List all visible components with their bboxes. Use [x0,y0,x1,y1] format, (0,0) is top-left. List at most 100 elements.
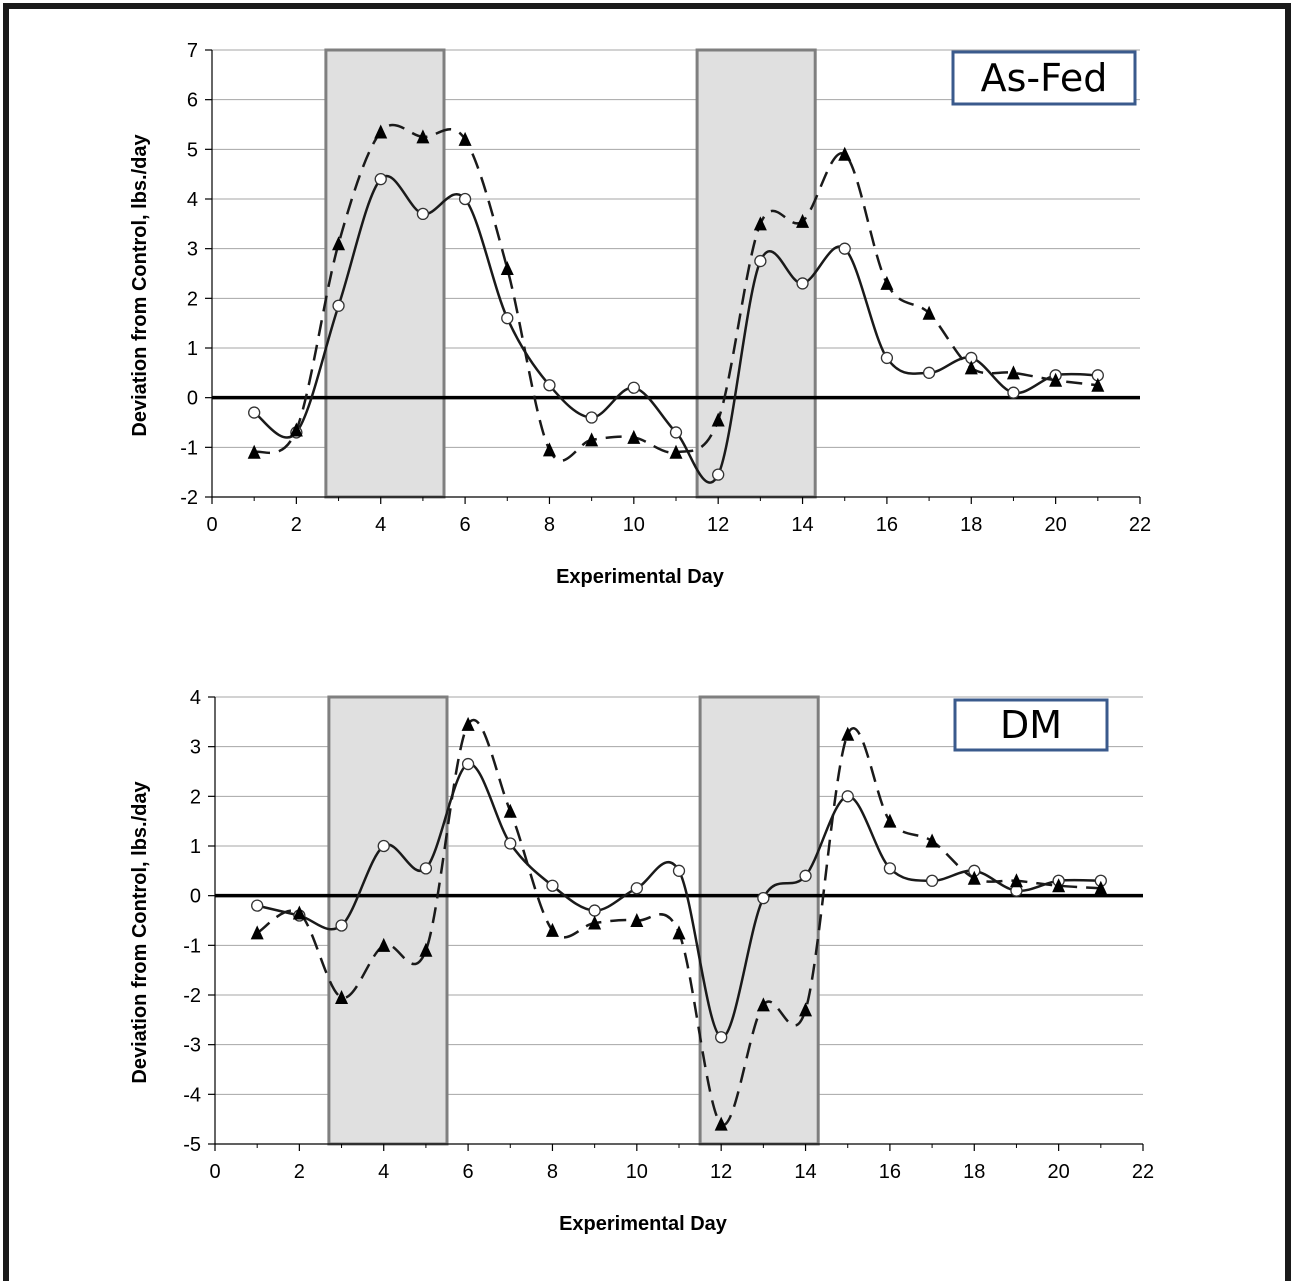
data-point-triangle [374,124,388,139]
data-point-circle [504,837,517,850]
x-tick-label: 8 [544,514,555,536]
x-axis-title: Experimental Day [556,566,725,588]
x-tick-label: 12 [707,514,729,536]
data-point-triangle [841,726,855,741]
data-point-circle [627,381,640,394]
x-tick-label: 14 [791,514,813,536]
data-point-circle [248,406,261,419]
data-point-triangle [1052,878,1066,893]
y-tick-label: 3 [187,239,198,261]
data-point-triangle [672,925,686,940]
data-point-circle [630,882,643,895]
data-point-triangle [500,261,514,276]
x-tick-label: 22 [1129,514,1151,536]
y-tick-label: -2 [183,985,201,1007]
figure-frame [3,3,1291,1281]
y-tick-label: -1 [183,935,201,957]
x-axis-title: Experimental Day [559,1213,728,1235]
x-tick-label: 2 [294,1161,305,1183]
x-tick-label: 10 [626,1161,648,1183]
data-point-circle [419,862,433,875]
data-point-circle [880,351,894,365]
panel-tag-label: DM [1000,703,1062,747]
data-point-circle [672,864,686,877]
data-point-circle [796,277,809,290]
data-point-triangle [1006,365,1020,380]
x-tick-label: 18 [963,1161,985,1183]
data-point-circle [585,411,598,424]
data-point-triangle [335,989,349,1004]
data-point-circle [757,892,770,905]
data-point-triangle [925,833,939,848]
data-point-circle [754,254,767,268]
data-point-circle [501,312,514,325]
data-point-circle [712,468,725,481]
data-point-triangle [838,146,852,161]
data-point-triangle [247,444,261,459]
data-point-triangle [964,360,978,375]
data-point-triangle [377,937,391,952]
data-point-circle [458,192,472,206]
y-axis-title: Deviation from Control, lbs./day [129,781,151,1084]
x-tick-label: 4 [375,514,386,536]
x-tick-label: 6 [463,1161,474,1183]
data-point-circle [374,172,387,186]
y-tick-label: -1 [180,437,198,459]
shaded-period [324,48,446,499]
data-point-triangle [289,422,303,437]
data-point-triangle [627,429,641,444]
data-point-circle [883,862,897,875]
data-point-triangle [714,1116,728,1131]
x-tick-label: 20 [1048,1161,1070,1183]
data-point-triangle [588,915,602,930]
data-point-triangle [880,275,894,290]
data-point-circle [251,899,264,912]
panel-tag-box [951,50,1137,106]
data-point-triangle [458,131,472,146]
y-tick-label: 7 [187,40,198,62]
data-point-circle [332,299,345,312]
y-tick-label: 1 [187,338,198,360]
shaded-period [327,695,449,1146]
x-tick-label: 20 [1045,514,1067,536]
data-point-triangle [711,412,725,427]
data-point-circle [543,379,556,392]
data-point-triangle [542,442,556,457]
data-point-triangle [1094,880,1108,895]
data-point-circle [416,207,430,221]
y-tick-label: 3 [190,737,201,759]
data-point-triangle [669,444,683,459]
y-tick-label: -4 [183,1084,201,1106]
panel-tag-box [953,698,1109,752]
data-point-triangle [419,942,433,957]
data-point-triangle [250,925,264,940]
data-point-triangle [796,213,810,228]
x-tick-label: 16 [876,514,898,536]
y-tick-label: 1 [190,836,201,858]
panel-tag-label: As-Fed [981,56,1108,100]
data-point-triangle [1049,372,1063,387]
data-point-triangle [332,236,346,251]
y-tick-label: 2 [187,288,198,310]
x-tick-label: 22 [1132,1161,1154,1183]
y-tick-label: 6 [187,90,198,112]
shaded-period [698,695,820,1146]
data-point-triangle [1009,873,1023,888]
y-tick-label: 0 [190,886,201,908]
y-tick-label: 5 [187,139,198,161]
data-point-circle [922,366,936,379]
data-point-triangle [630,913,644,927]
x-tick-label: 10 [623,514,645,536]
y-axis-title: Deviation from Control, lbs./day [129,134,151,437]
data-point-circle [546,879,559,892]
y-tick-label: 4 [190,687,201,709]
x-tick-label: 4 [378,1161,389,1183]
data-point-circle [377,839,390,853]
series-dashed-line [256,719,1101,1127]
data-point-triangle [922,305,936,320]
data-point-circle [799,869,812,882]
y-tick-label: -3 [183,1035,201,1057]
x-tick-label: 12 [710,1161,732,1183]
